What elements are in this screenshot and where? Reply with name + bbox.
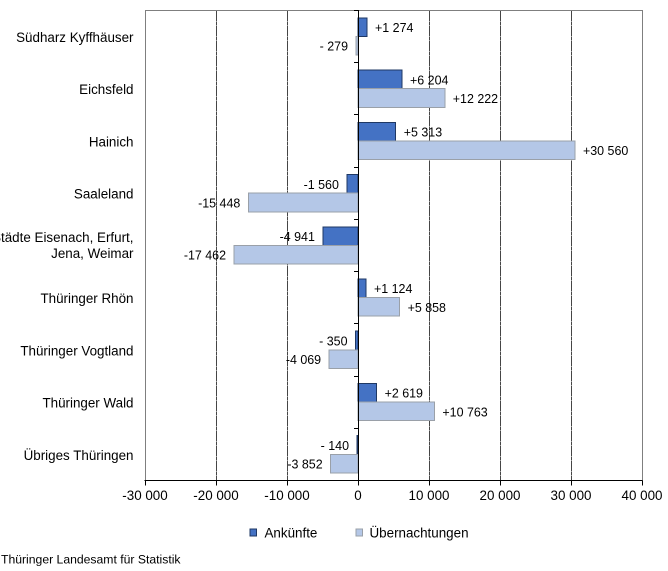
svg-text:-30 000: -30 000 <box>122 488 167 503</box>
svg-text:Ankünfte: Ankünfte <box>265 526 318 541</box>
svg-text:Übernachtungen: Übernachtungen <box>370 526 469 541</box>
svg-text:0: 0 <box>354 488 361 503</box>
svg-text:+30 560: +30 560 <box>583 144 628 158</box>
svg-text:Thüringer Wald: Thüringer Wald <box>42 396 133 411</box>
svg-text:-1 560: -1 560 <box>304 178 339 192</box>
svg-text:+1 274: +1 274 <box>375 21 413 35</box>
svg-text:10 000: 10 000 <box>409 488 450 503</box>
svg-text:- 140: - 140 <box>321 439 349 453</box>
svg-text:+6 204: +6 204 <box>410 73 448 87</box>
svg-text:Thüringer Landesamt für Statis: Thüringer Landesamt für Statistik <box>1 553 181 567</box>
svg-text:+5 313: +5 313 <box>404 126 442 140</box>
svg-text:Eichsfeld: Eichsfeld <box>79 82 133 97</box>
svg-text:+2 619: +2 619 <box>385 387 423 401</box>
svg-text:-4 069: -4 069 <box>286 353 321 367</box>
svg-text:Jena, Weimar: Jena, Weimar <box>51 246 134 261</box>
svg-text:+12 222: +12 222 <box>453 92 498 106</box>
svg-text:Südharz Kyffhäuser: Südharz Kyffhäuser <box>16 30 134 45</box>
svg-text:- 279: - 279 <box>320 40 348 54</box>
svg-text:Städte Eisenach, Erfurt,: Städte Eisenach, Erfurt, <box>0 230 134 245</box>
svg-text:-17 462: -17 462 <box>184 249 226 263</box>
svg-text:Saaleland: Saaleland <box>74 187 134 202</box>
svg-text:Thüringer Vogtland: Thüringer Vogtland <box>20 343 133 358</box>
svg-text:Übriges Thüringen: Übriges Thüringen <box>24 448 134 463</box>
svg-text:- 350: - 350 <box>319 334 347 348</box>
svg-text:+5 858: +5 858 <box>408 301 446 315</box>
svg-text:-3 852: -3 852 <box>287 457 322 471</box>
svg-text:Hainich: Hainich <box>89 135 134 150</box>
svg-text:-4 941: -4 941 <box>280 230 315 244</box>
svg-text:-10 000: -10 000 <box>264 488 309 503</box>
svg-text:-20 000: -20 000 <box>193 488 238 503</box>
svg-text:30 000: 30 000 <box>551 488 592 503</box>
svg-text:20 000: 20 000 <box>480 488 521 503</box>
svg-text:40 000: 40 000 <box>622 488 663 503</box>
svg-text:-15 448: -15 448 <box>198 196 240 210</box>
svg-text:+10 763: +10 763 <box>442 405 487 419</box>
svg-text:Thüringer Rhön: Thüringer Rhön <box>40 291 133 306</box>
svg-text:+1 124: +1 124 <box>374 282 412 296</box>
